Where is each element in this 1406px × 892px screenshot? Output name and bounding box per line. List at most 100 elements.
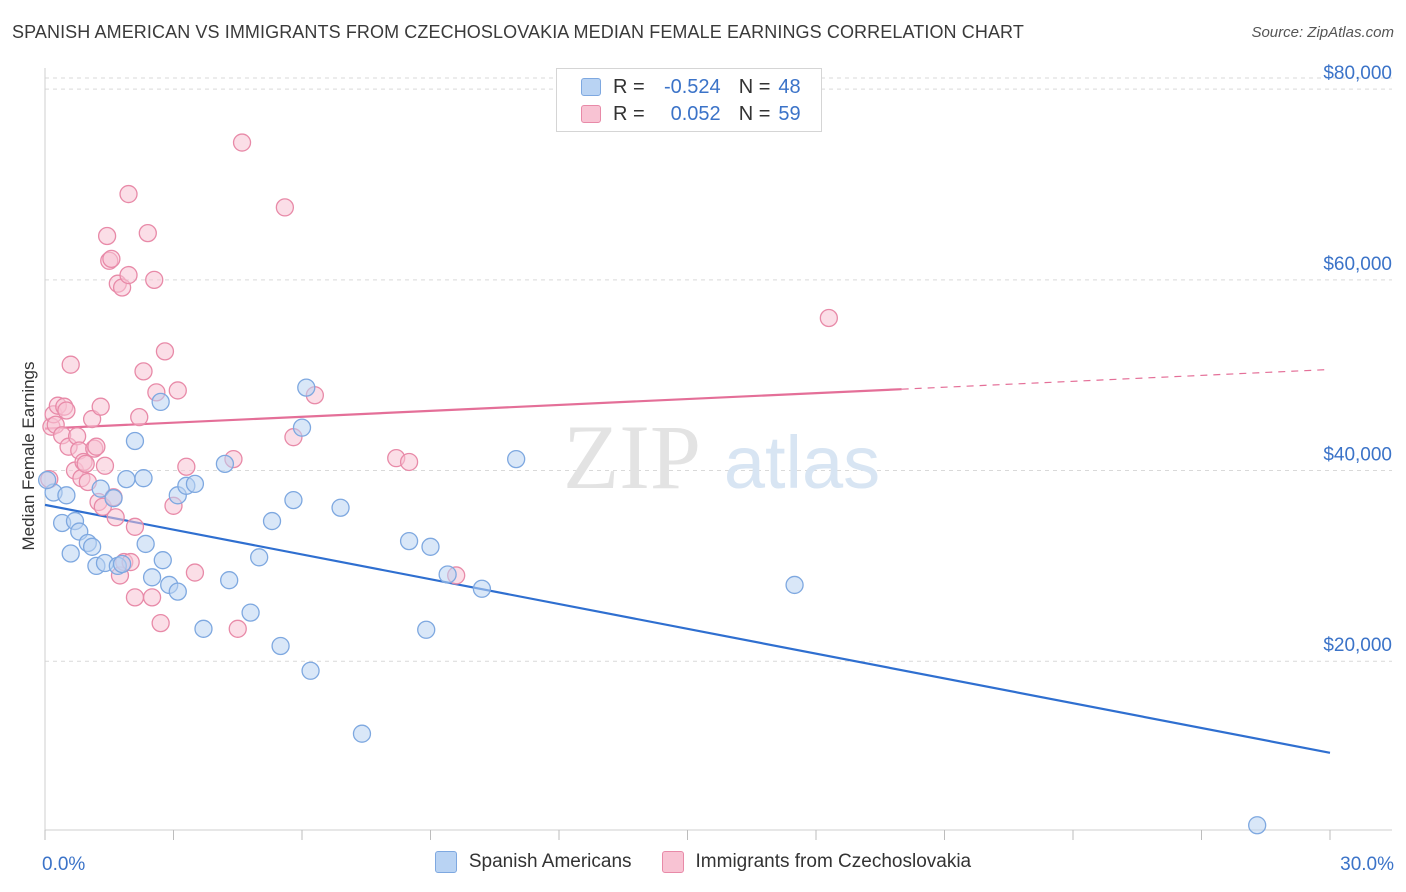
y-tick-label: $40,000 xyxy=(1323,445,1392,466)
spanish-americans-point xyxy=(271,636,290,656)
immigrants-from-czechoslovakia-point xyxy=(145,270,164,290)
series-legend-immigrants-from-czechoslovakia: Immigrants from Czechoslovakia xyxy=(661,851,972,873)
r-label: R = xyxy=(613,75,645,98)
correlation-legend: R = -0.524 N = 48 R = 0.052 N = 59 xyxy=(556,68,822,132)
immigrants-from-czechoslovakia-point xyxy=(130,408,149,427)
n-label: N = xyxy=(738,75,771,98)
r-value: -0.524 xyxy=(663,75,721,98)
immigrants-from-czechoslovakia-point xyxy=(82,409,102,429)
spanish-americans-point xyxy=(61,544,80,563)
series-name: Spanish Americans xyxy=(468,851,632,872)
spanish-americans-point xyxy=(301,661,320,680)
spanish-americans-point xyxy=(297,378,316,397)
spanish-americans-point xyxy=(417,620,436,639)
spanish-americans-point xyxy=(91,479,110,498)
spanish-americans-point xyxy=(57,486,76,505)
immigrants-from-czechoslovakia-point xyxy=(185,563,205,582)
immigrants-from-czechoslovakia-point xyxy=(95,456,115,475)
y-tick-label: $60,000 xyxy=(1323,254,1392,275)
immigrants-from-czechoslovakia-point xyxy=(76,454,95,474)
series-legend-spanish-americans: Spanish Americans xyxy=(434,851,632,873)
r-value: 0.052 xyxy=(670,102,721,125)
immigrants-from-czechoslovakia-point xyxy=(142,588,162,607)
legend-row-spanish-americans: R = -0.524 N = 48 xyxy=(581,74,801,100)
immigrants-from-czechoslovakia-point xyxy=(819,308,838,328)
x-tick-label-max: 30.0% xyxy=(1340,854,1394,875)
immigrants-from-czechoslovakia-point xyxy=(125,588,145,607)
immigrants-from-czechoslovakia-point xyxy=(119,265,138,285)
x-tick-label-min: 0.0% xyxy=(42,854,85,875)
immigrants-from-czechoslovakia-point xyxy=(275,198,295,217)
immigrants-from-czechoslovakia-point xyxy=(168,381,187,400)
series-legend: Spanish Americans Immigrants from Czecho… xyxy=(0,851,1406,873)
series-name: Immigrants from Czechoslovakia xyxy=(695,851,972,872)
spanish-americans-point xyxy=(151,392,170,412)
immigrants-from-czechoslovakia-point xyxy=(134,362,153,381)
spanish-americans-point xyxy=(82,537,102,556)
immigrants-from-czechoslovakia-point xyxy=(228,619,247,638)
blue-swatch xyxy=(581,78,601,96)
spanish-americans-point xyxy=(153,551,172,570)
watermark: ZIP atlas xyxy=(563,406,880,508)
spanish-americans-point xyxy=(136,534,155,554)
immigrants-from-czechoslovakia-point xyxy=(97,226,117,246)
watermark-atlas: atlas xyxy=(724,421,880,504)
immigrants-from-czechoslovakia-point xyxy=(57,401,76,420)
immigrants-from-czechoslovakia-point xyxy=(91,397,110,416)
legend-row-immigrants-from-czechoslovakia: R = 0.052 N = 59 xyxy=(581,101,801,127)
n-label: N = xyxy=(738,102,771,125)
immigrants-from-czechoslovakia-trend-line xyxy=(44,388,902,430)
immigrants-from-czechoslovakia-point xyxy=(177,457,196,476)
spanish-americans-point xyxy=(262,511,282,531)
blue-swatch xyxy=(434,851,457,873)
spanish-americans-point xyxy=(37,470,57,490)
spanish-americans-point xyxy=(421,537,440,556)
spanish-americans-point xyxy=(352,724,372,743)
spanish-americans-point xyxy=(785,575,804,595)
spanish-americans-point xyxy=(1248,816,1267,835)
pink-swatch xyxy=(581,105,601,123)
spanish-americans-point xyxy=(215,454,235,474)
immigrants-from-czechoslovakia-point xyxy=(125,517,145,536)
y-tick-label: $80,000 xyxy=(1323,63,1392,84)
trend-lines xyxy=(44,368,1331,754)
tick-labels: $20,000 $40,000 $60,000 $80,000 0.0% 30.0% xyxy=(42,63,1394,875)
n-value: 59 xyxy=(778,102,801,125)
spanish-americans-point xyxy=(134,469,153,488)
immigrants-from-czechoslovakia-point xyxy=(61,355,80,374)
immigrants-from-czechoslovakia-point xyxy=(119,184,138,204)
spanish-americans-point xyxy=(241,603,260,622)
spanish-americans-point xyxy=(507,449,526,469)
spanish-americans-point xyxy=(292,418,312,437)
spanish-americans-point xyxy=(185,474,205,494)
axes xyxy=(44,68,1392,840)
spanish-americans-point xyxy=(438,565,457,584)
pink-swatch xyxy=(661,851,684,873)
spanish-americans-point xyxy=(250,548,269,567)
immigrants-from-czechoslovakia-point xyxy=(106,508,125,527)
spanish-americans-trend-line xyxy=(44,503,1331,754)
spanish-americans-point xyxy=(331,498,350,517)
spanish-americans-point xyxy=(168,582,187,601)
spanish-americans-point xyxy=(117,469,136,489)
spanish-americans-point xyxy=(104,489,123,508)
spanish-americans-point xyxy=(284,490,303,510)
spanish-americans-point xyxy=(112,554,132,574)
spanish-americans-point xyxy=(220,571,239,590)
immigrants-from-czechoslovakia-point xyxy=(87,437,106,456)
watermark-zip: ZIP xyxy=(563,406,701,508)
immigrants-from-czechoslovakia-point xyxy=(151,613,170,633)
immigrants-from-czechoslovakia-point xyxy=(138,223,157,243)
immigrants-from-czechoslovakia-point xyxy=(155,342,175,361)
immigrants-from-czechoslovakia-point xyxy=(232,133,252,152)
immigrants-from-czechoslovakia-point xyxy=(102,249,121,269)
points-spanish-americans xyxy=(37,378,1267,835)
spanish-americans-point xyxy=(472,579,492,598)
r-label: R = xyxy=(613,102,645,125)
immigrants-from-czechoslovakia-trend-extension xyxy=(901,368,1331,390)
immigrants-from-czechoslovakia-point xyxy=(399,452,419,472)
spanish-americans-point xyxy=(399,531,419,551)
spanish-americans-point xyxy=(125,431,145,451)
source-credit: Source: ZipAtlas.com xyxy=(1251,24,1394,41)
